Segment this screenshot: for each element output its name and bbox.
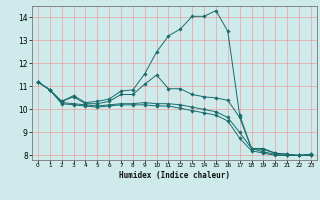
X-axis label: Humidex (Indice chaleur): Humidex (Indice chaleur) [119, 171, 230, 180]
